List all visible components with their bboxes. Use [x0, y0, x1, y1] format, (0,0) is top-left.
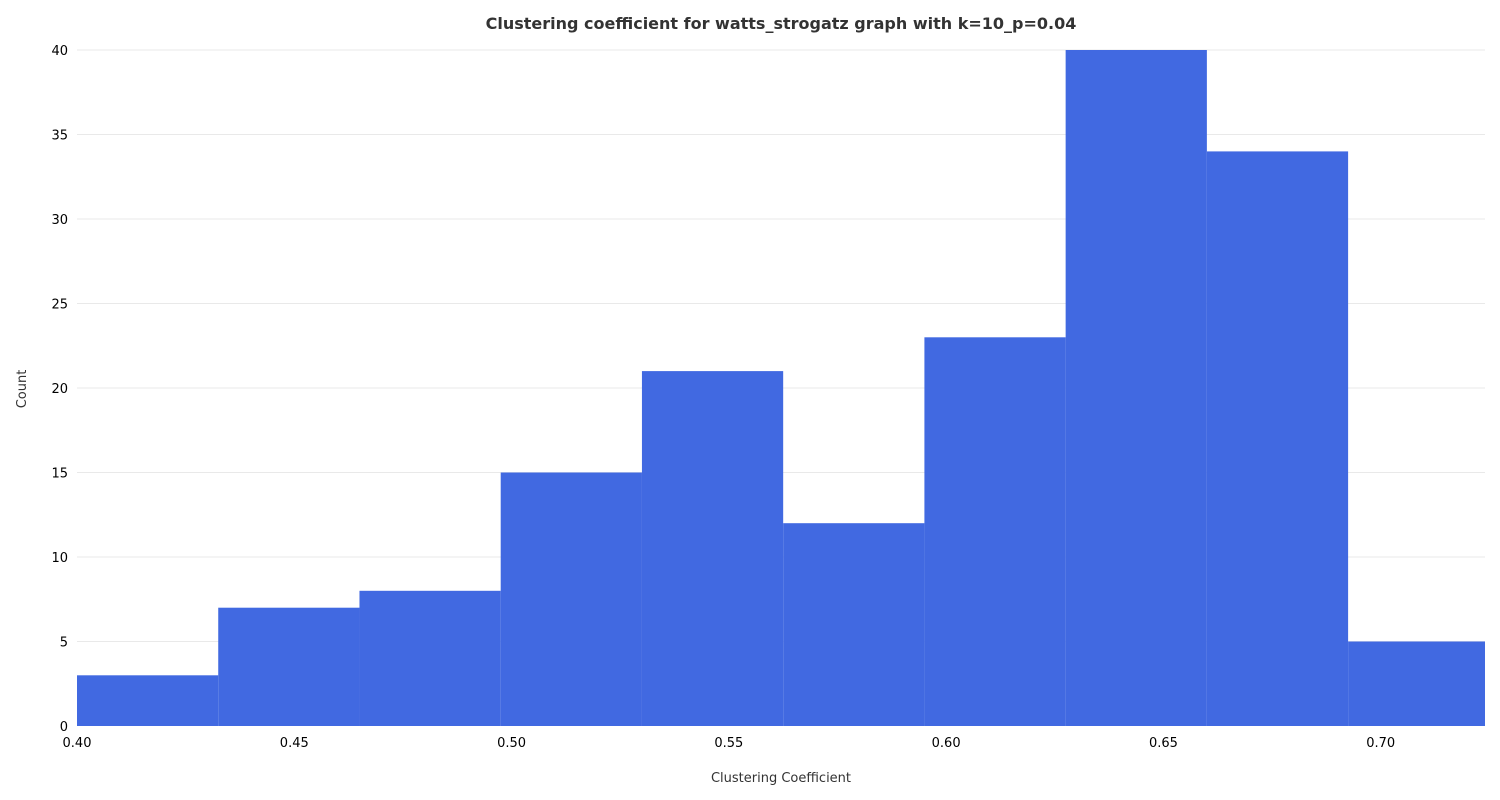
histogram-bar — [500, 472, 642, 726]
x-tick-label: 0.65 — [1149, 736, 1178, 751]
histogram-bar — [218, 607, 360, 726]
y-tick-label: 40 — [51, 44, 68, 59]
y-axis-label: Count — [15, 370, 30, 409]
chart-title: Clustering coefficient for watts_strogat… — [486, 14, 1077, 33]
y-tick-label: 15 — [51, 467, 68, 482]
x-axis-ticks: 0.40 0.45 0.50 0.55 0.60 0.65 0.70 — [63, 736, 1396, 751]
histogram-bar — [1206, 151, 1349, 726]
x-tick-label: 0.50 — [497, 736, 526, 751]
y-tick-label: 30 — [51, 213, 68, 228]
y-tick-label: 0 — [60, 720, 68, 735]
y-tick-label: 5 — [60, 636, 68, 651]
histogram-bar — [1065, 50, 1207, 726]
histogram-bar — [924, 337, 1066, 726]
histogram-bar — [77, 675, 219, 726]
y-tick-label: 10 — [51, 551, 68, 566]
y-axis-ticks: 0 5 10 15 20 25 30 35 40 — [51, 44, 68, 735]
histogram-bar — [359, 590, 501, 726]
y-tick-label: 25 — [51, 298, 68, 313]
x-tick-label: 0.55 — [714, 736, 743, 751]
histogram-bar — [783, 523, 925, 726]
histogram-bar — [1348, 641, 1485, 726]
histogram-bars — [77, 50, 1485, 726]
x-tick-label: 0.40 — [63, 736, 92, 751]
x-tick-label: 0.45 — [280, 736, 309, 751]
y-tick-label: 35 — [51, 129, 68, 144]
x-tick-label: 0.60 — [932, 736, 961, 751]
histogram-bar — [641, 371, 784, 726]
x-axis-label: Clustering Coefficient — [711, 771, 851, 786]
x-tick-label: 0.70 — [1366, 736, 1395, 751]
y-tick-label: 20 — [51, 382, 68, 397]
